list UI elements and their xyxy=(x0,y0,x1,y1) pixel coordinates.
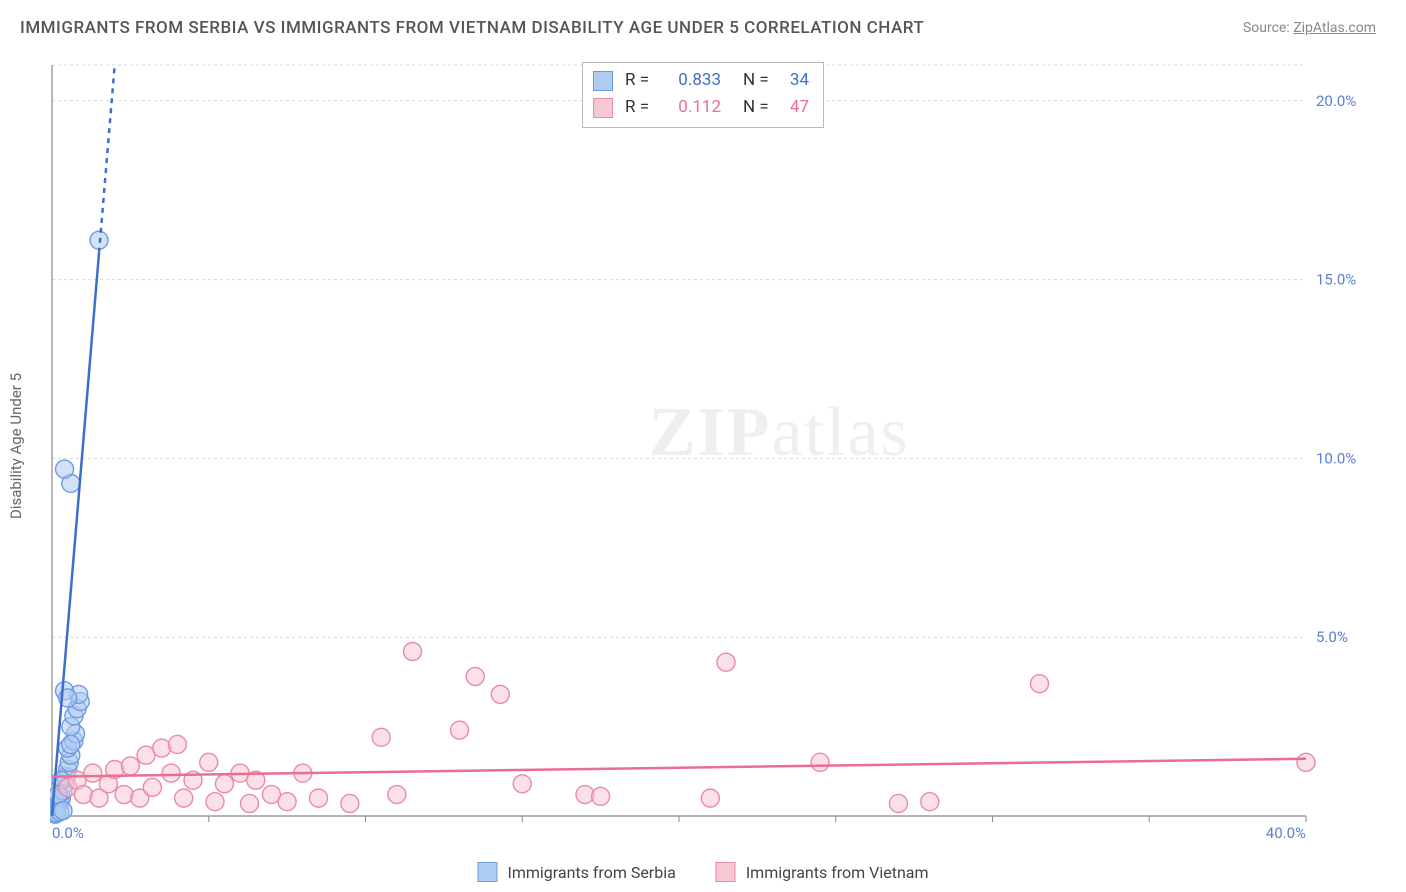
source-label: Source: xyxy=(1243,20,1290,36)
data-point xyxy=(921,793,939,811)
source-attribution: Source: ZipAtlas.com xyxy=(1243,20,1376,36)
legend-swatch xyxy=(716,862,736,882)
n-value: 47 xyxy=(783,94,809,121)
n-label: N = xyxy=(743,94,771,121)
data-point xyxy=(278,793,296,811)
data-point xyxy=(341,794,359,812)
data-point xyxy=(491,685,509,703)
data-point xyxy=(153,739,171,757)
data-point xyxy=(162,764,180,782)
chart-plot-area: ZIPatlas 5.0%10.0%15.0%20.0%0.0%40.0% xyxy=(50,55,1376,842)
y-tick-label: 10.0% xyxy=(1316,449,1356,467)
data-point xyxy=(215,775,233,793)
data-point xyxy=(372,728,390,746)
legend-item: Immigrants from Serbia xyxy=(477,862,675,882)
data-point xyxy=(592,787,610,805)
data-point xyxy=(451,721,469,739)
correlation-legend: R = 0.833 N = 34 R = 0.112 N = 47 xyxy=(582,62,824,128)
data-point xyxy=(56,460,74,478)
data-point xyxy=(168,735,186,753)
data-point xyxy=(200,753,218,771)
series-legend: Immigrants from Serbia Immigrants from Vi… xyxy=(477,862,928,882)
legend-label: Immigrants from Vietnam xyxy=(746,863,929,882)
data-point xyxy=(701,789,719,807)
source-link[interactable]: ZipAtlas.com xyxy=(1293,20,1376,36)
x-tick-label: 0.0% xyxy=(52,824,84,842)
data-point xyxy=(175,789,193,807)
n-value: 34 xyxy=(783,67,809,94)
legend-swatch xyxy=(477,862,497,882)
data-point xyxy=(513,775,531,793)
data-point xyxy=(241,794,259,812)
n-label: N = xyxy=(743,67,771,94)
correlation-legend-row: R = 0.833 N = 34 xyxy=(593,67,809,94)
r-label: R = xyxy=(625,94,653,121)
legend-label: Immigrants from Serbia xyxy=(507,863,675,882)
scatter-plot-svg: 5.0% 10.0% 15.0% 20.0% 0.0% 40.0% xyxy=(50,55,1376,842)
r-value: 0.112 xyxy=(665,94,721,121)
trend-line-dashed xyxy=(99,65,115,253)
legend-item: Immigrants from Vietnam xyxy=(716,862,929,882)
data-point xyxy=(1297,753,1315,771)
data-point xyxy=(404,642,422,660)
data-point xyxy=(121,757,139,775)
y-tick-label: 15.0% xyxy=(1316,271,1356,289)
chart-title: IMMIGRANTS FROM SERBIA VS IMMIGRANTS FRO… xyxy=(20,18,924,38)
y-tick-label: 20.0% xyxy=(1316,92,1356,110)
data-point xyxy=(1031,675,1049,693)
correlation-legend-row: R = 0.112 N = 47 xyxy=(593,94,809,121)
data-point xyxy=(466,668,484,686)
data-point xyxy=(54,802,72,820)
data-point xyxy=(115,786,133,804)
data-point xyxy=(143,778,161,796)
y-axis-label: Disability Age Under 5 xyxy=(7,373,25,519)
r-label: R = xyxy=(625,67,653,94)
data-point xyxy=(62,735,80,753)
legend-swatch xyxy=(593,71,613,91)
data-point xyxy=(717,653,735,671)
data-point xyxy=(74,786,92,804)
data-point xyxy=(309,789,327,807)
data-point xyxy=(388,786,406,804)
y-tick-label: 5.0% xyxy=(1316,628,1348,646)
r-value: 0.833 xyxy=(665,67,721,94)
legend-swatch xyxy=(593,98,613,118)
x-tick-label: 40.0% xyxy=(1266,824,1306,842)
data-point xyxy=(206,793,224,811)
data-point xyxy=(84,764,102,782)
data-point xyxy=(811,753,829,771)
data-point xyxy=(889,794,907,812)
